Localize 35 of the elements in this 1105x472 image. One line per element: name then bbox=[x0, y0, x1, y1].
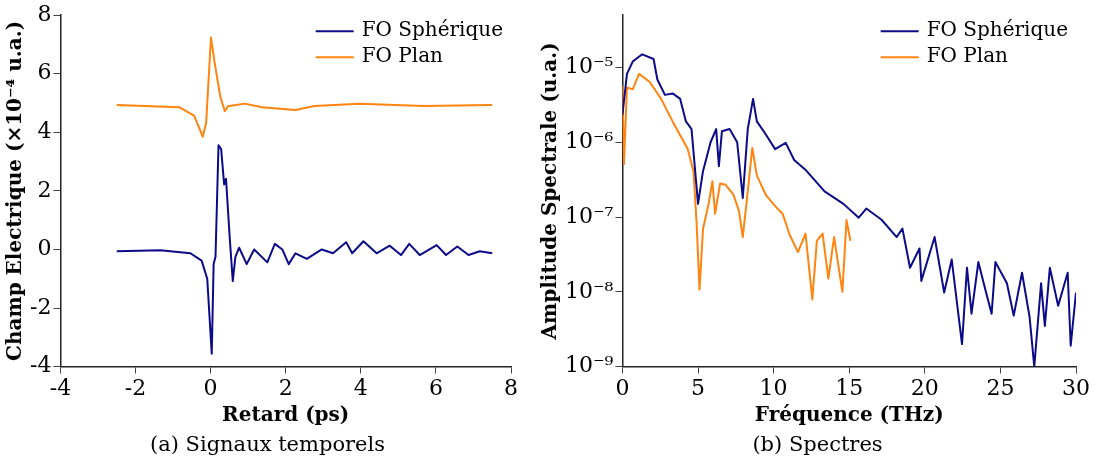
x-tick-label: 0 bbox=[203, 374, 218, 400]
x-axis-title: Retard (ps) bbox=[222, 402, 350, 427]
y-tick-label: 4 bbox=[37, 118, 52, 144]
x-axis-title: Fréquence (THz) bbox=[754, 402, 944, 427]
y-tick-label: 10⁻⁵ bbox=[564, 53, 614, 79]
x-tick-label: 10 bbox=[759, 374, 788, 400]
x-tick-label: 25 bbox=[986, 374, 1015, 400]
x-tick-label: 6 bbox=[428, 374, 443, 400]
x-tick-label: 15 bbox=[835, 374, 864, 400]
x-tick-label: 0 bbox=[615, 374, 630, 400]
x-tick-label: 20 bbox=[910, 374, 939, 400]
legend-label: FO Plan bbox=[361, 43, 444, 68]
y-tick-label: 10⁻⁶ bbox=[564, 127, 614, 153]
legend-label: FO Sphérique bbox=[361, 17, 503, 42]
y-tick-label: 10⁻⁹ bbox=[564, 352, 614, 378]
y-axis-title: Amplitude Spectrale (u.a.) bbox=[537, 42, 562, 341]
y-tick-label: 6 bbox=[37, 59, 52, 85]
y-axis-title: Champ Electrique (×10⁻⁴ u.a.) bbox=[2, 20, 27, 361]
y-tick-label: -2 bbox=[29, 293, 52, 319]
y-tick-label: 2 bbox=[37, 176, 52, 202]
y-tick-label: 0 bbox=[37, 235, 52, 261]
y-tick-label: 10⁻⁷ bbox=[564, 202, 614, 228]
y-tick-label: -4 bbox=[29, 352, 52, 378]
x-tick-label: 8 bbox=[504, 374, 518, 400]
legend-label: FO Sphérique bbox=[926, 17, 1068, 42]
x-tick-label: 5 bbox=[691, 374, 706, 400]
x-tick-label: 2 bbox=[278, 374, 293, 400]
y-tick-label: 8 bbox=[37, 0, 52, 26]
text: (b) Spectres bbox=[751, 432, 884, 456]
text: (a) Signaux temporels bbox=[148, 432, 386, 456]
x-tick-label: 30 bbox=[1062, 374, 1090, 400]
x-tick-label: -2 bbox=[124, 374, 147, 400]
legend-label: FO Plan bbox=[926, 43, 1009, 68]
x-tick-label: 4 bbox=[353, 374, 368, 400]
y-tick-label: 10⁻⁸ bbox=[564, 277, 614, 303]
